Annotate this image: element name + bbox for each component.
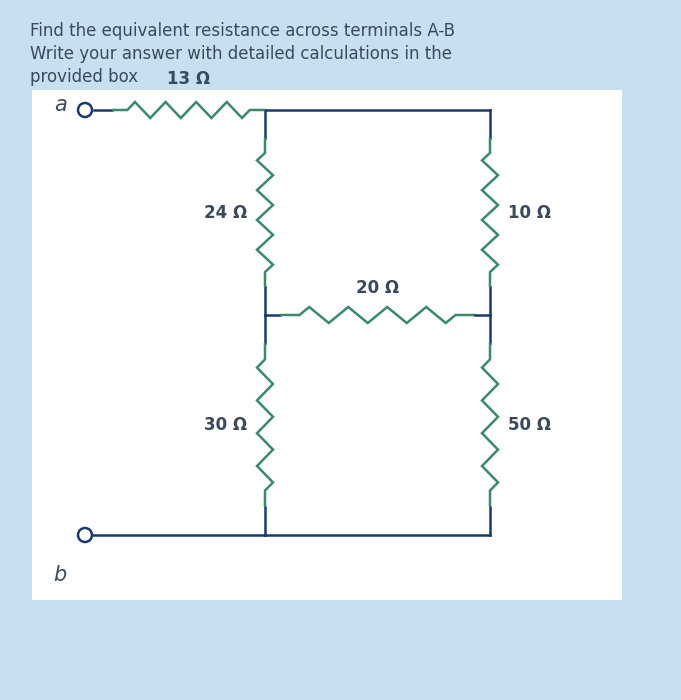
Text: provided box: provided box (30, 68, 138, 86)
Text: 20 Ω: 20 Ω (356, 279, 399, 297)
FancyBboxPatch shape (32, 90, 622, 600)
Text: 30 Ω: 30 Ω (204, 416, 247, 434)
Text: 24 Ω: 24 Ω (204, 204, 247, 221)
Text: 13 Ω: 13 Ω (167, 70, 210, 88)
Text: a: a (54, 95, 67, 115)
Text: b: b (54, 565, 67, 585)
Text: Find the equivalent resistance across terminals A-B: Find the equivalent resistance across te… (30, 22, 455, 40)
Text: 50 Ω: 50 Ω (508, 416, 551, 434)
Text: Write your answer with detailed calculations in the: Write your answer with detailed calculat… (30, 45, 452, 63)
Text: 10 Ω: 10 Ω (508, 204, 551, 221)
